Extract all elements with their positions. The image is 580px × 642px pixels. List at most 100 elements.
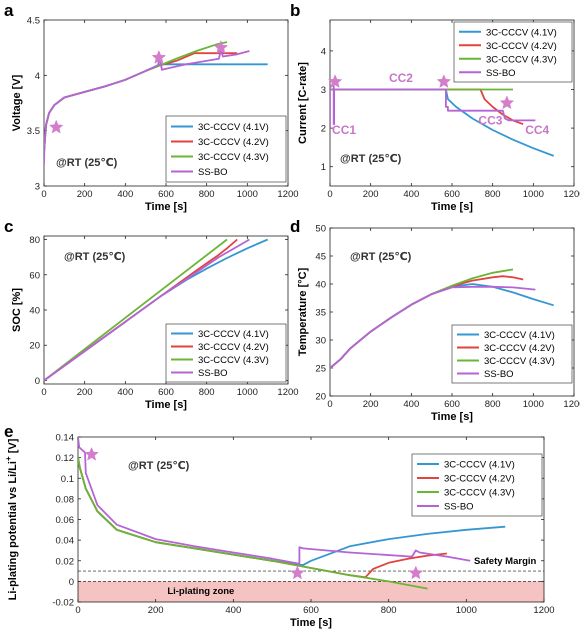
legend-entry: SS-BO bbox=[198, 368, 228, 379]
x-tick-label: 600 bbox=[303, 605, 319, 616]
y-tick-label: 1 bbox=[321, 162, 326, 173]
condition-annotation: @RT (25℃) bbox=[64, 251, 126, 263]
legend-entry: 3C-CCCV (4.2V) bbox=[486, 41, 557, 52]
y-tick-label: 20 bbox=[29, 341, 40, 352]
series-line-3c-cccv-4-3v bbox=[44, 238, 228, 382]
y-axis-title: SOC [%] bbox=[11, 288, 23, 332]
phase-label-cc2: CC2 bbox=[389, 71, 413, 85]
x-tick-label: 200 bbox=[363, 189, 379, 200]
safety-margin-label: Safety Margin bbox=[474, 556, 536, 567]
legend: 3C-CCCV (4.1V) 3C-CCCV (4.2V) 3C-CCCV (4.3… bbox=[451, 324, 573, 384]
legend-entry: 3C-CCCV (4.1V) bbox=[484, 330, 555, 341]
x-tick-label: 1200 bbox=[563, 189, 580, 200]
series-line-ss-bo bbox=[78, 437, 471, 565]
x-tick-label: 400 bbox=[225, 605, 241, 616]
x-tick-label: 600 bbox=[158, 387, 174, 398]
y-tick-label: 4 bbox=[35, 71, 40, 82]
x-tick-label: 200 bbox=[77, 189, 93, 200]
phase-label-cc3: CC3 bbox=[478, 113, 502, 127]
x-axis-title: Time [s] bbox=[431, 201, 473, 213]
star-marker bbox=[84, 446, 99, 461]
star-marker bbox=[151, 49, 167, 64]
x-tick-label: 800 bbox=[485, 189, 501, 200]
x-tick-label: 600 bbox=[444, 399, 460, 410]
li-plating-zone-label: Li-plating zone bbox=[167, 586, 234, 597]
x-tick-label: 1200 bbox=[563, 399, 580, 410]
legend-entry: 3C-CCCV (4.2V) bbox=[444, 474, 515, 485]
condition-annotation: @RT (25℃) bbox=[128, 460, 190, 472]
y-axis-title: Li-plating potential vs Li/Li+ [V] bbox=[4, 438, 19, 600]
x-tick-label: 1200 bbox=[277, 189, 298, 200]
y-tick-label: 0 bbox=[69, 577, 74, 588]
phase-label-cc4: CC4 bbox=[525, 123, 549, 137]
x-tick-label: 1000 bbox=[237, 387, 258, 398]
x-tick-label: 800 bbox=[381, 605, 397, 616]
star-marker bbox=[327, 74, 343, 88]
x-axis-title: Time [s] bbox=[145, 399, 187, 411]
panel-label: d bbox=[290, 217, 300, 236]
y-tick-label: 40 bbox=[315, 280, 326, 291]
series-line-ss-bo bbox=[330, 84, 536, 129]
x-tick-label: 1000 bbox=[523, 399, 544, 410]
y-tick-label: 20 bbox=[315, 392, 326, 403]
y-axis-title: Voltage [V] bbox=[11, 74, 23, 131]
y-tick-label: 4 bbox=[321, 46, 326, 57]
x-tick-label: 200 bbox=[148, 605, 164, 616]
y-tick-label: 0.08 bbox=[56, 494, 75, 505]
series-group bbox=[44, 41, 268, 164]
x-tick-label: 0 bbox=[75, 605, 80, 616]
series-group bbox=[78, 437, 506, 590]
legend-entry: SS-BO bbox=[444, 502, 474, 513]
panel-label: a bbox=[4, 1, 14, 20]
legend-entry: 3C-CCCV (4.3V) bbox=[486, 54, 557, 65]
x-tick-label: 0 bbox=[41, 189, 46, 200]
y-tick-label: 0.02 bbox=[56, 556, 75, 567]
x-axis-title: Time [s] bbox=[290, 617, 332, 629]
star-marker bbox=[290, 565, 305, 580]
x-tick-label: 600 bbox=[158, 189, 174, 200]
x-tick-label: 200 bbox=[363, 399, 379, 410]
phase-label-cc1: CC1 bbox=[332, 123, 356, 137]
x-tick-label: 800 bbox=[199, 387, 215, 398]
legend-entry: 3C-CCCV (4.2V) bbox=[198, 137, 269, 148]
y-tick-label: 45 bbox=[315, 252, 326, 263]
panel-e: e Li-plating zone Safety Margin 0 200 400 600 8… bbox=[4, 422, 555, 629]
x-tick-label: 400 bbox=[117, 387, 133, 398]
x-tick-label: 0 bbox=[327, 399, 332, 410]
legend: 3C-CCCV (4.1V) 3C-CCCV (4.2V) 3C-CCCV (4.3… bbox=[165, 115, 287, 183]
y-axis-title: Temperature [°C] bbox=[297, 267, 309, 356]
y-tick-label: 60 bbox=[29, 270, 40, 281]
legend-entry: 3C-CCCV (4.3V) bbox=[198, 355, 269, 366]
y-tick-label: 0.14 bbox=[56, 433, 75, 444]
legend: 3C-CCCV (4.1V) 3C-CCCV (4.2V) 3C-CCCV (4.3… bbox=[411, 453, 543, 517]
legend-entry: 3C-CCCV (4.3V) bbox=[198, 152, 269, 163]
series-group bbox=[330, 84, 555, 157]
legend-entry: 3C-CCCV (4.1V) bbox=[198, 329, 269, 340]
series-line-3c-cccv-4-3v bbox=[78, 457, 428, 590]
condition-annotation: @RT (25℃) bbox=[56, 157, 118, 169]
y-tick-label: 50 bbox=[315, 224, 326, 235]
x-tick-label: 800 bbox=[485, 399, 501, 410]
series-line-ss-bo bbox=[330, 285, 536, 369]
x-tick-label: 800 bbox=[199, 189, 215, 200]
y-tick-label: 30 bbox=[315, 336, 326, 347]
legend-entry: SS-BO bbox=[486, 68, 516, 79]
legend-entry: 3C-CCCV (4.1V) bbox=[444, 460, 515, 471]
legend-entry: 3C-CCCV (4.2V) bbox=[484, 343, 555, 354]
y-tick-label: 0.12 bbox=[56, 453, 75, 464]
x-axis-title: Time [s] bbox=[145, 201, 187, 213]
y-tick-label: 35 bbox=[315, 308, 326, 319]
panel-label: e bbox=[4, 422, 13, 441]
y-tick-label: 4.5 bbox=[27, 16, 40, 27]
panel-label: c bbox=[4, 217, 13, 236]
series-line-ss-bo bbox=[44, 238, 250, 382]
y-axis-title: Current [C-rate] bbox=[297, 62, 309, 144]
x-tick-label: 1000 bbox=[523, 189, 544, 200]
y-tick-label: 2 bbox=[321, 124, 326, 135]
y-tick-label: 0.1 bbox=[61, 474, 74, 485]
panel-c: c 0 200 400 600 800 1000 1200 0 20 40 60 80 Time [s] S… bbox=[4, 217, 299, 411]
x-tick-label: 400 bbox=[403, 399, 419, 410]
legend-entry: 3C-CCCV (4.1V) bbox=[198, 122, 269, 133]
y-tick-label: 80 bbox=[29, 235, 40, 246]
